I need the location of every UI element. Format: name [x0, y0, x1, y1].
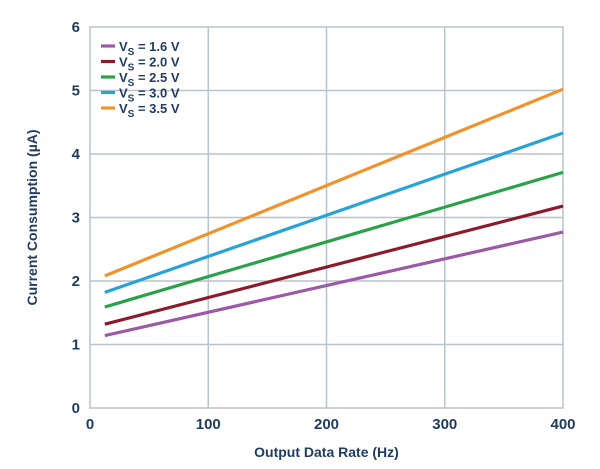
y-tick-label: 0 [72, 400, 80, 417]
x-tick-label: 400 [550, 416, 575, 433]
legend: VS = 1.6 VVS = 2.0 VVS = 2.5 VVS = 3.0 V… [101, 39, 180, 120]
legend-label-2: VS = 2.0 V [119, 55, 180, 74]
grid [89, 26, 564, 409]
series-line-2 [104, 204, 564, 326]
y-tick-label: 3 [72, 210, 80, 227]
plot-frame [89, 26, 564, 409]
y-axis-title: Current Consumption (µA) [24, 129, 40, 305]
series-line-3 [104, 170, 564, 309]
x-tick-label: 0 [86, 416, 94, 433]
legend-label-4: VS = 3.0 V [119, 86, 180, 105]
x-tick-label: 300 [432, 416, 457, 433]
legend-label-1: VS = 1.6 V [119, 39, 180, 58]
tick-labels: 0 100 200 300 400 0 1 2 3 4 5 6 [72, 19, 576, 433]
x-tick-label: 100 [196, 416, 221, 433]
y-tick-label: 4 [72, 146, 81, 163]
series-lines [104, 87, 564, 338]
y-tick-label: 2 [72, 273, 80, 290]
legend-label-5: VS = 3.5 V [119, 101, 180, 120]
series-line-5 [104, 87, 564, 278]
y-tick-label: 1 [72, 337, 80, 354]
legend-label-3: VS = 2.5 V [119, 70, 180, 89]
y-tick-label: 6 [72, 19, 80, 36]
series-line-1 [104, 230, 564, 338]
series-line-4 [104, 131, 564, 294]
x-tick-label: 200 [314, 416, 339, 433]
x-axis-title: Output Data Rate (Hz) [254, 444, 399, 460]
y-tick-label: 5 [72, 83, 80, 100]
